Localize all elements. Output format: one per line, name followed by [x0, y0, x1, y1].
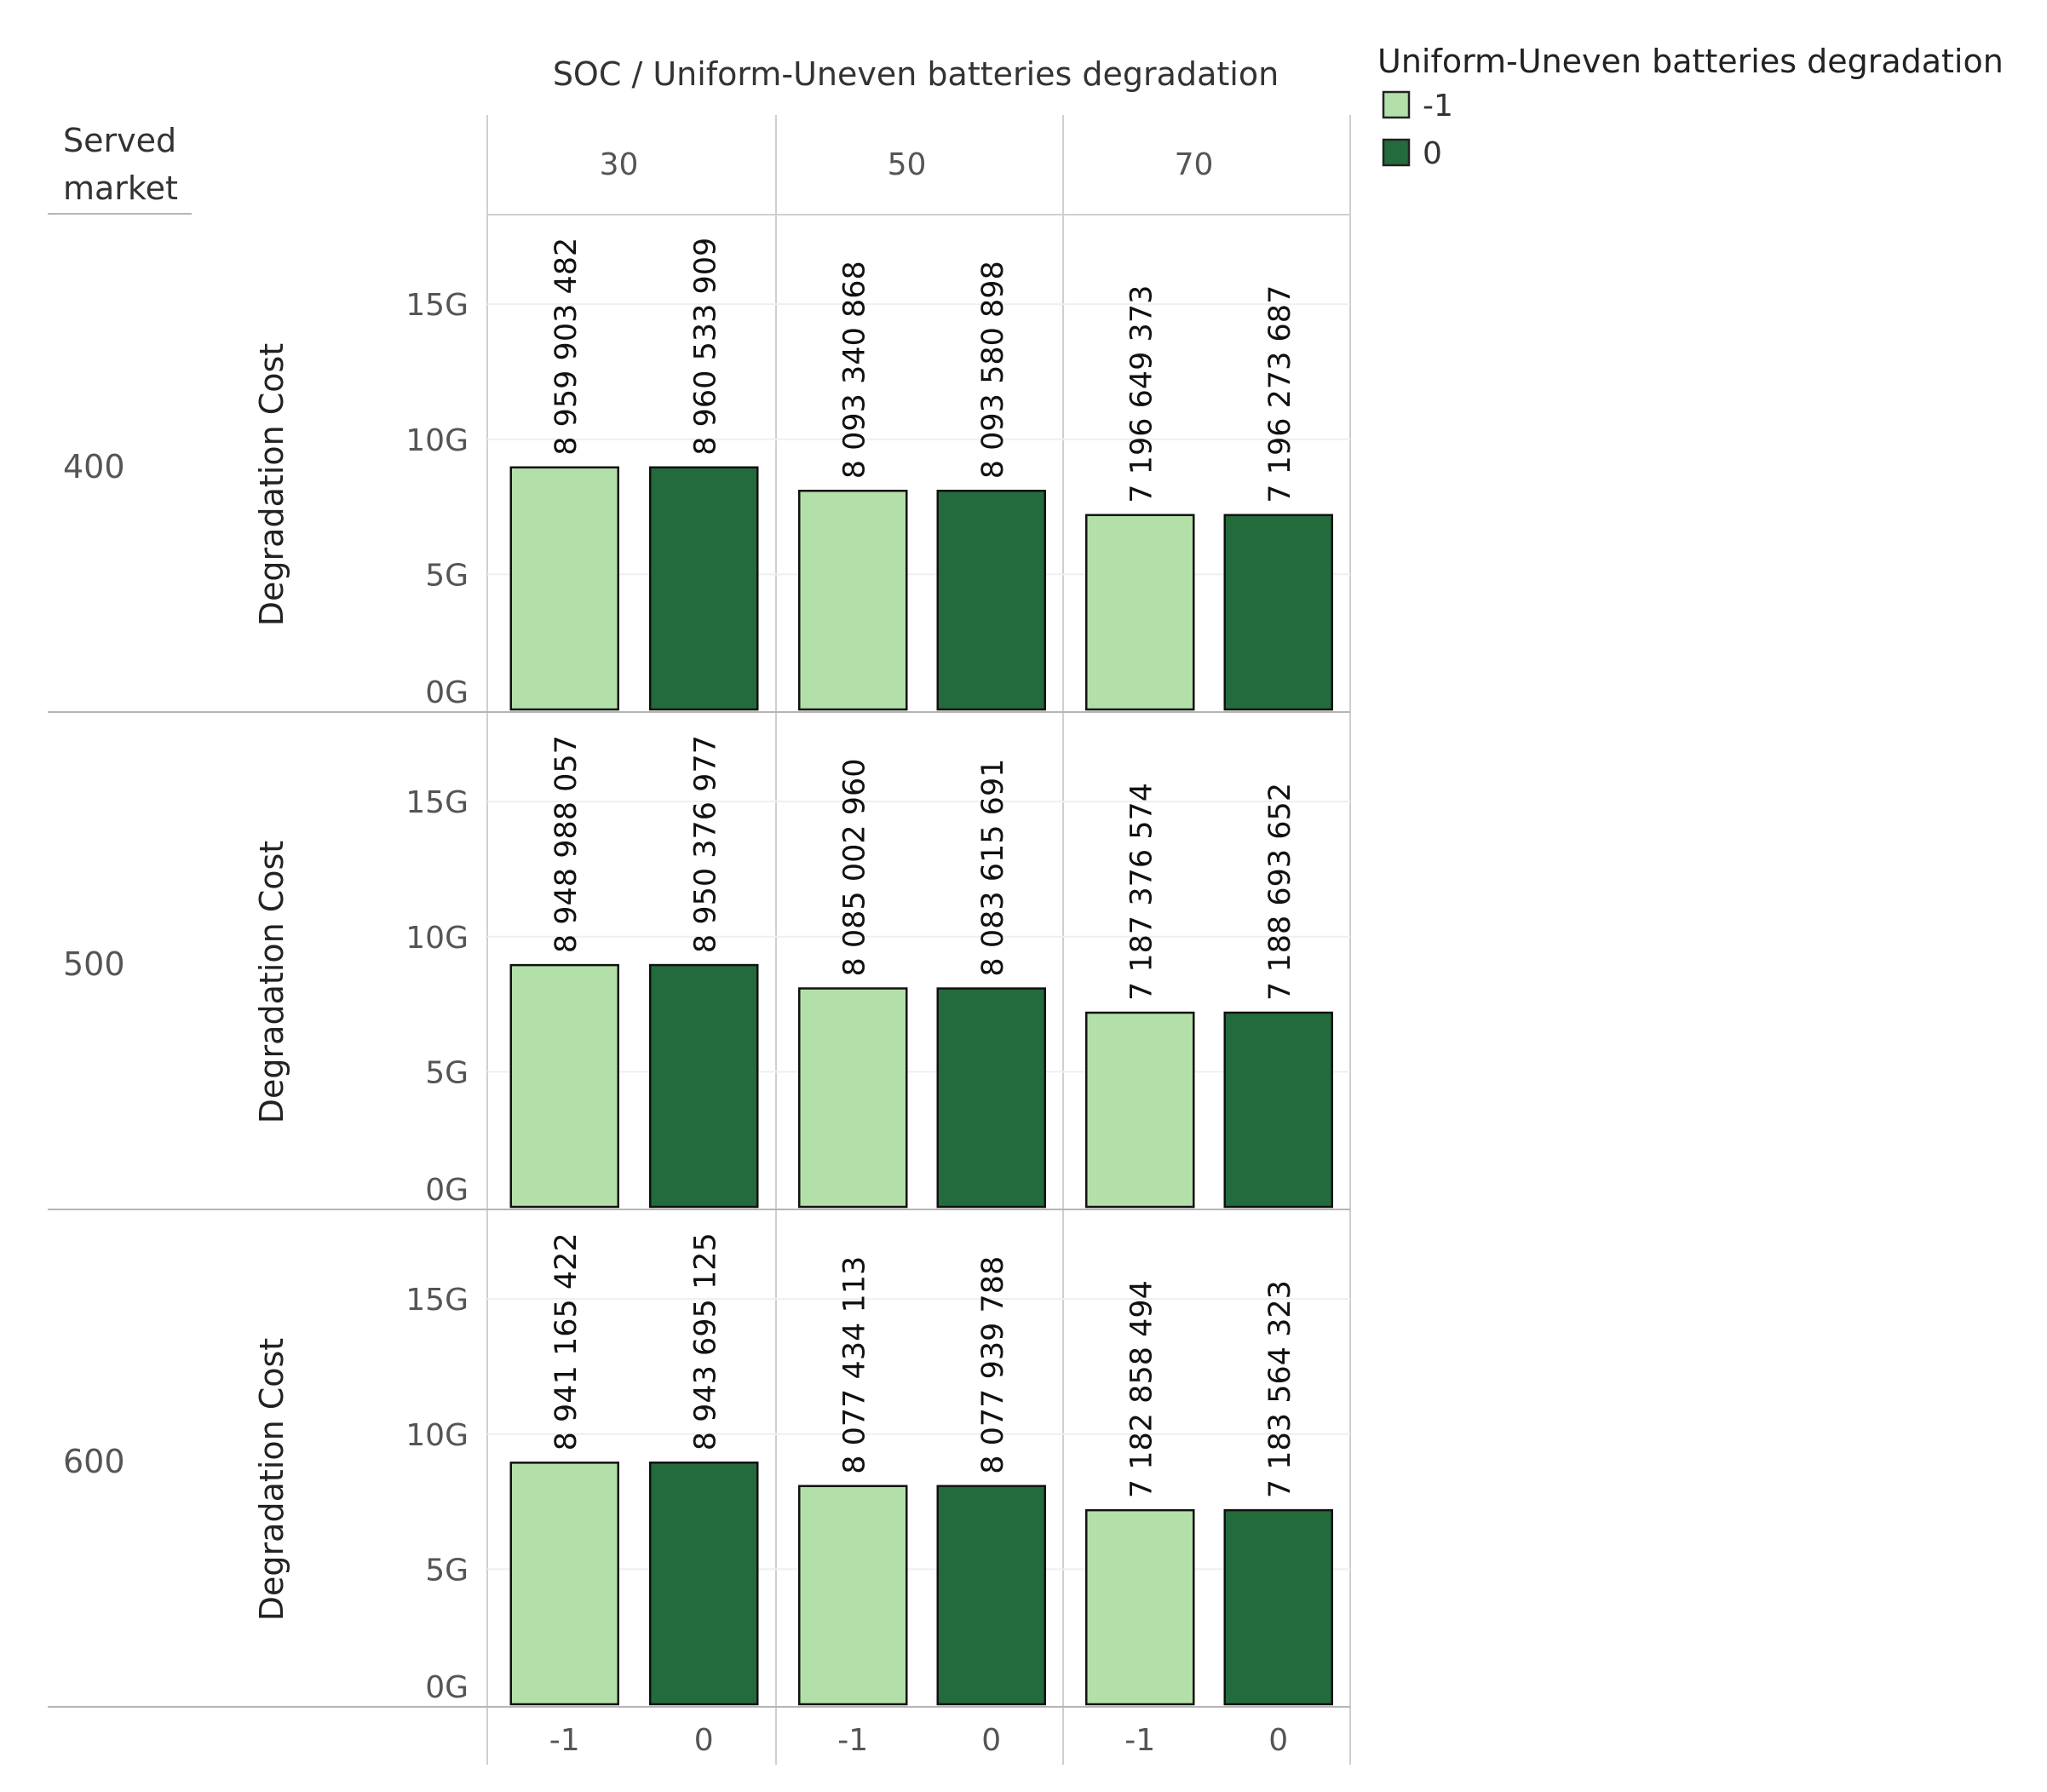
bar-400-soc50-0: [936, 490, 1046, 711]
x-tick-label: 0: [981, 1723, 1001, 1758]
data-label: 8 093 340 868: [837, 261, 871, 479]
data-label: 7 196 273 687: [1263, 285, 1297, 503]
bar-500-soc70-0: [1223, 1011, 1333, 1209]
y-tick-label: 10G: [405, 423, 469, 458]
y-axis-title: Degradation Cost: [253, 1338, 290, 1621]
y-tick-label: 0G: [425, 1670, 469, 1705]
bar-500-soc70--1: [1085, 1011, 1195, 1209]
bar-600-soc50--1: [798, 1485, 908, 1706]
bar-500-soc50-0: [936, 987, 1046, 1209]
data-label: 8 941 165 422: [549, 1232, 584, 1450]
y-tick-label: 0G: [425, 1173, 469, 1208]
market-row-600: 600 Degradation Cost 0G 5G 10G 15G 8 941 165 4…: [48, 1232, 1350, 1708]
y-tick-label: 5G: [425, 1553, 469, 1588]
data-label: 8 959 903 482: [549, 238, 584, 456]
market-label: 500: [63, 945, 125, 983]
data-label: 8 077 434 113: [837, 1256, 871, 1474]
data-label: 8 943 695 125: [688, 1232, 722, 1450]
bar-600-soc70--1: [1085, 1508, 1195, 1706]
bar-600-soc70-0: [1223, 1508, 1333, 1706]
data-label: 7 183 564 323: [1263, 1280, 1297, 1498]
data-label: 7 188 693 652: [1263, 783, 1297, 1001]
legend-swatch-0: [1382, 138, 1411, 167]
bar-400-soc70--1: [1085, 514, 1195, 711]
bar-400-soc30--1: [509, 466, 619, 711]
x-tick-label: -1: [837, 1723, 868, 1758]
legend-label--1: -1: [1423, 89, 1453, 123]
y-tick-label: 5G: [425, 558, 469, 593]
y-tick-label: 15G: [405, 1283, 469, 1318]
soc-header-70: 70: [1175, 147, 1214, 182]
bar-400-soc70-0: [1223, 514, 1333, 711]
data-label: 8 950 376 977: [688, 735, 722, 953]
legend-label-0: 0: [1423, 136, 1442, 171]
x-tick-label: -1: [1124, 1723, 1155, 1758]
data-label: 7 182 858 494: [1124, 1280, 1159, 1498]
y-tick-label: 15G: [405, 288, 469, 323]
bar-500-soc30-0: [649, 963, 759, 1209]
x-tick-label: 0: [1268, 1723, 1288, 1758]
market-label: 600: [63, 1443, 125, 1480]
soc-header-50: 50: [888, 147, 927, 182]
y-axis-title: Degradation Cost: [253, 841, 290, 1123]
soc-header-30: 30: [600, 147, 639, 182]
data-label: 7 187 376 574: [1124, 783, 1159, 1001]
data-label: 8 948 988 057: [549, 735, 584, 953]
legend-swatch--1: [1382, 90, 1411, 119]
y-tick-label: 15G: [405, 785, 469, 820]
data-label: 7 196 649 373: [1124, 285, 1159, 503]
y-tick-label: 10G: [405, 1418, 469, 1453]
chart-title: SOC / Uniform-Uneven batteries degradati…: [553, 55, 1279, 93]
bar-500-soc50--1: [798, 987, 908, 1209]
served-market-header: market: [63, 169, 178, 207]
market-row-500: 500 Degradation Cost 0G 5G 10G 15G 8 948 988 0…: [48, 735, 1350, 1210]
bar-600-soc30-0: [649, 1462, 759, 1706]
data-label: 8 083 615 691: [976, 759, 1010, 977]
market-row-400: 400 Degradation Cost 0G 5G 10G 15G 8 959 903 4…: [48, 238, 1350, 713]
x-tick-label: 0: [694, 1723, 714, 1758]
y-axis-title: Degradation Cost: [253, 343, 290, 626]
market-label: 400: [63, 448, 125, 485]
data-label: 8 093 580 898: [976, 261, 1010, 479]
y-tick-label: 10G: [405, 921, 469, 956]
bar-600-soc30--1: [509, 1462, 619, 1706]
data-label: 8 077 939 788: [976, 1256, 1010, 1474]
data-label: 8 085 002 960: [837, 758, 871, 976]
legend: Uniform-Uneven batteries degradation -1 0: [1377, 43, 2004, 171]
legend-title: Uniform-Uneven batteries degradation: [1377, 43, 2004, 80]
data-label: 8 960 533 909: [688, 238, 722, 456]
bar-400-soc30-0: [649, 466, 759, 711]
bar-600-soc50-0: [936, 1485, 1046, 1706]
served-market-header: Served: [63, 122, 176, 159]
y-tick-label: 5G: [425, 1055, 469, 1090]
y-tick-label: 0G: [425, 675, 469, 710]
x-tick-label: -1: [549, 1723, 580, 1758]
bar-400-soc50--1: [798, 490, 908, 711]
bar-500-soc30--1: [509, 963, 619, 1209]
